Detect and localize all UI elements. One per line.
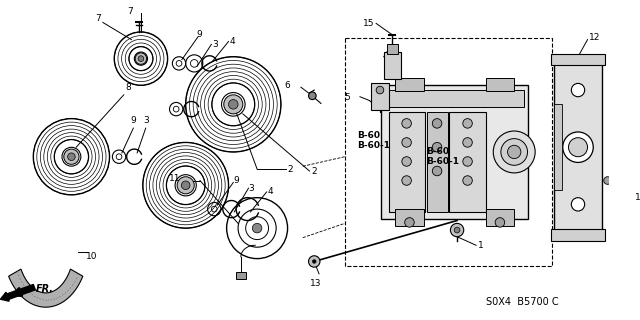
Circle shape: [181, 181, 190, 189]
Circle shape: [604, 177, 611, 184]
Text: 1: 1: [478, 241, 484, 250]
Circle shape: [402, 157, 412, 166]
Text: 14: 14: [635, 193, 640, 202]
Bar: [551, 54, 605, 65]
Bar: [554, 57, 602, 238]
Circle shape: [68, 153, 76, 161]
Text: 5: 5: [345, 93, 351, 102]
Circle shape: [138, 56, 144, 61]
Circle shape: [402, 138, 412, 147]
Bar: [384, 52, 401, 79]
Text: 7: 7: [127, 6, 133, 16]
Bar: [386, 90, 524, 107]
Text: 15: 15: [363, 19, 374, 28]
Bar: [345, 38, 552, 266]
Circle shape: [177, 177, 195, 194]
Text: FR.: FR.: [36, 284, 54, 294]
Text: 8: 8: [125, 83, 131, 92]
Bar: [427, 112, 447, 212]
Circle shape: [135, 53, 147, 64]
Text: 9: 9: [131, 116, 136, 125]
Circle shape: [463, 119, 472, 128]
Circle shape: [508, 145, 521, 159]
Circle shape: [312, 260, 316, 263]
FancyArrow shape: [1, 284, 35, 301]
Bar: [387, 44, 398, 54]
Text: 6: 6: [285, 81, 291, 90]
Circle shape: [64, 149, 79, 164]
Bar: [371, 84, 388, 110]
Circle shape: [402, 119, 412, 128]
Circle shape: [463, 176, 472, 185]
Bar: [449, 112, 486, 212]
Text: B-60-1: B-60-1: [357, 140, 390, 149]
Circle shape: [563, 132, 593, 163]
Text: 12: 12: [589, 33, 601, 42]
Text: B-60: B-60: [427, 147, 450, 156]
Text: 3: 3: [212, 40, 218, 49]
Text: 10: 10: [86, 252, 97, 261]
Bar: [486, 209, 514, 226]
Text: 3: 3: [143, 116, 148, 125]
Circle shape: [454, 227, 460, 233]
Text: 4: 4: [268, 188, 273, 196]
Bar: [388, 112, 425, 212]
Circle shape: [572, 198, 585, 211]
Bar: [551, 229, 605, 241]
Circle shape: [376, 86, 384, 94]
Text: 13: 13: [310, 279, 322, 288]
Bar: [381, 85, 529, 219]
Text: B-60-1: B-60-1: [427, 157, 460, 166]
Text: S0X4  B5700 C: S0X4 B5700 C: [486, 297, 558, 308]
Text: 11: 11: [170, 174, 181, 183]
Text: 4: 4: [230, 37, 235, 46]
Circle shape: [404, 218, 414, 227]
Circle shape: [495, 218, 505, 227]
Circle shape: [501, 139, 527, 165]
Circle shape: [432, 119, 442, 128]
Circle shape: [463, 138, 472, 147]
Text: 7: 7: [95, 14, 101, 23]
Text: 2: 2: [287, 164, 293, 173]
Circle shape: [493, 131, 535, 173]
Circle shape: [451, 223, 464, 237]
Circle shape: [432, 142, 442, 152]
Bar: [486, 78, 514, 91]
Circle shape: [568, 138, 588, 157]
Text: 2: 2: [312, 166, 317, 175]
Text: 9: 9: [234, 176, 239, 185]
Bar: [395, 78, 424, 91]
Circle shape: [463, 157, 472, 166]
Circle shape: [308, 256, 320, 267]
Bar: [395, 209, 424, 226]
Bar: [236, 272, 246, 279]
Circle shape: [402, 176, 412, 185]
Text: B-60: B-60: [357, 131, 380, 140]
Polygon shape: [8, 269, 83, 307]
Circle shape: [572, 84, 585, 97]
Text: 3: 3: [248, 184, 254, 193]
Circle shape: [308, 92, 316, 100]
Circle shape: [252, 223, 262, 233]
Text: 9: 9: [196, 30, 202, 39]
Bar: [554, 104, 562, 190]
Circle shape: [432, 166, 442, 176]
Circle shape: [228, 100, 238, 109]
Circle shape: [224, 95, 243, 114]
